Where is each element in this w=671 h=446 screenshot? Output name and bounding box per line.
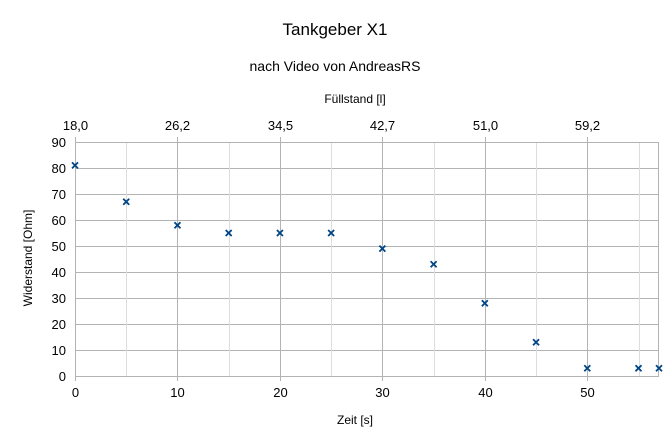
x2-tick-label: 42,7 [370, 118, 395, 133]
data-point-stroke [122, 198, 130, 206]
x-axis-title: Zeit [s] [337, 413, 373, 427]
x2-tick-label: 59,2 [575, 118, 600, 133]
y-tick-label: 20 [52, 317, 66, 332]
axes [75, 137, 659, 381]
data-point-stroke [276, 229, 284, 237]
x2-tick-label: 18,0 [63, 118, 88, 133]
data-point-stroke [583, 364, 591, 372]
data-point-stroke [327, 229, 335, 237]
data-point [429, 260, 438, 268]
x-tick-label: 40 [478, 385, 492, 400]
x-tick-label: 10 [170, 385, 184, 400]
y-tick-label: 60 [52, 213, 66, 228]
data-point [481, 299, 489, 307]
data-point [276, 229, 284, 237]
data-point [583, 364, 591, 372]
x-tick-label: 30 [375, 385, 389, 400]
data-point-stroke [71, 161, 79, 170]
y-tick-label: 80 [52, 161, 66, 176]
tick-labels: 0 10 20 30 40 50 60 70 80 90 0 10 20 30 40 50 18,0 26,2 34… [52, 118, 601, 400]
x-tick-label: 50 [580, 385, 594, 400]
x2-tick-label: 34,5 [268, 118, 293, 133]
data-point [173, 221, 182, 229]
data-point [634, 364, 643, 372]
y-tick-label: 10 [52, 343, 66, 358]
chart-subtitle: nach Video von AndreasRS [250, 58, 421, 74]
y-tick-label: 70 [52, 187, 66, 202]
x-tick-label: 20 [273, 385, 287, 400]
y-tick-label: 50 [52, 239, 66, 254]
secondary-x-axis-title: Füllstand [l] [324, 92, 385, 106]
x2-tick-label: 51,0 [473, 118, 498, 133]
data-point [71, 161, 79, 170]
data-point [378, 244, 387, 253]
data-point-stroke [634, 364, 643, 372]
data-point [225, 229, 233, 237]
y-axis-title: Widerstand [Ohm] [21, 210, 35, 307]
data-point-stroke [429, 260, 438, 268]
y-tick-label: 0 [59, 369, 66, 384]
x-tick-label: 0 [72, 385, 79, 400]
data-point-stroke [532, 338, 540, 346]
chart-title: Tankgeber X1 [283, 20, 388, 39]
data-points [71, 161, 663, 372]
y-tick-label: 90 [52, 135, 66, 150]
data-point [532, 338, 540, 346]
y-tick-label: 30 [52, 291, 66, 306]
data-point [327, 229, 335, 237]
data-point-stroke [481, 299, 489, 307]
grid [75, 142, 659, 377]
data-point-stroke [173, 221, 182, 229]
data-point-stroke [378, 244, 387, 253]
data-point-stroke [225, 229, 233, 237]
data-point [655, 364, 663, 372]
data-point [122, 198, 130, 206]
data-point-stroke [655, 364, 663, 372]
y-tick-label: 40 [52, 265, 66, 280]
x2-tick-label: 26,2 [165, 118, 190, 133]
